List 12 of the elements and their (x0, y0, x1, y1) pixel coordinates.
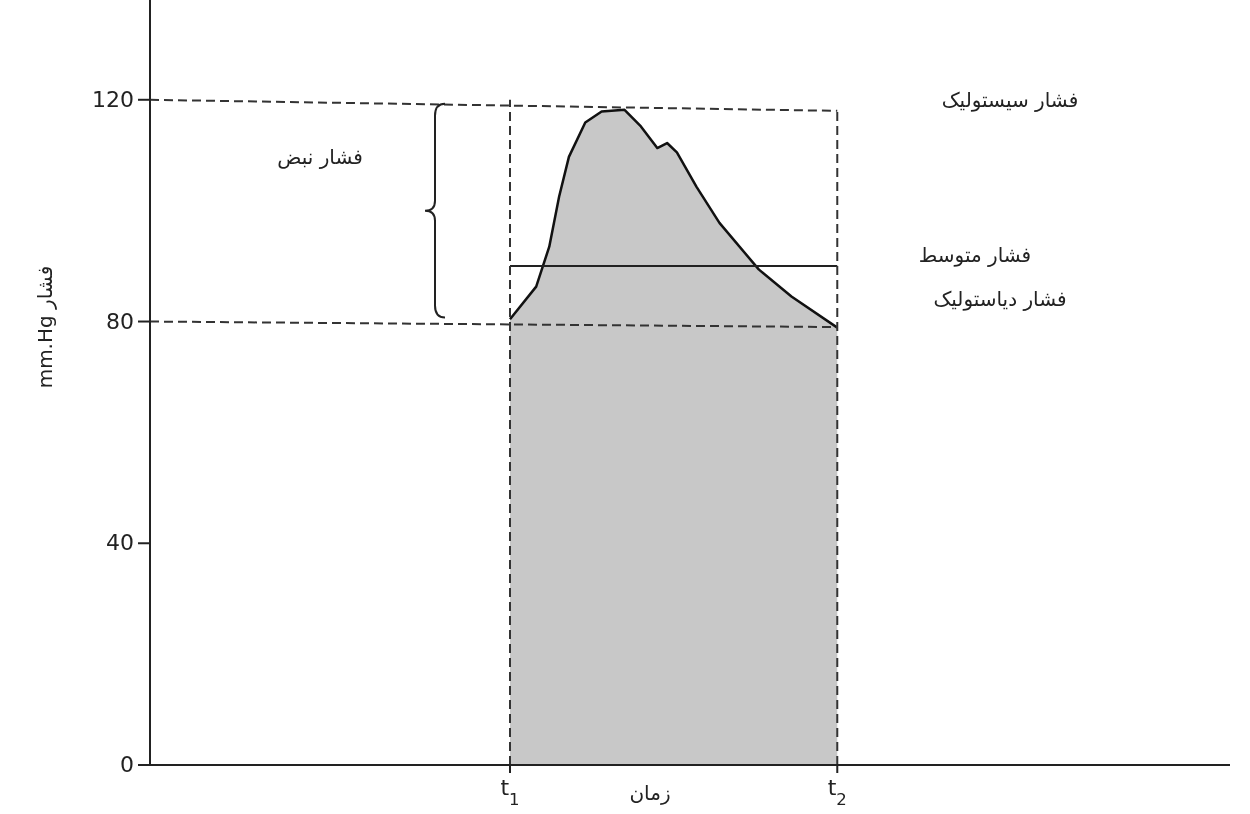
x-tick-label: t$_{2}$ (827, 775, 847, 809)
x-axis-title: زمان (629, 781, 671, 805)
y-tick-label: 0 (120, 752, 134, 777)
annotation: فشار نبض (277, 145, 363, 169)
annotation: فشار دیاستولیک (933, 287, 1067, 311)
y-tick-label: 40 (106, 530, 134, 556)
y-axis-title: فشار mm.Hg (33, 265, 57, 389)
y-tick-label: 80 (106, 308, 134, 334)
annotation: فشار سیستولیک (941, 88, 1079, 112)
y-tick-label: 120 (92, 86, 134, 112)
annotation: فشار متوسط (918, 243, 1032, 267)
x-tick-label: t$_{1}$ (500, 775, 520, 809)
